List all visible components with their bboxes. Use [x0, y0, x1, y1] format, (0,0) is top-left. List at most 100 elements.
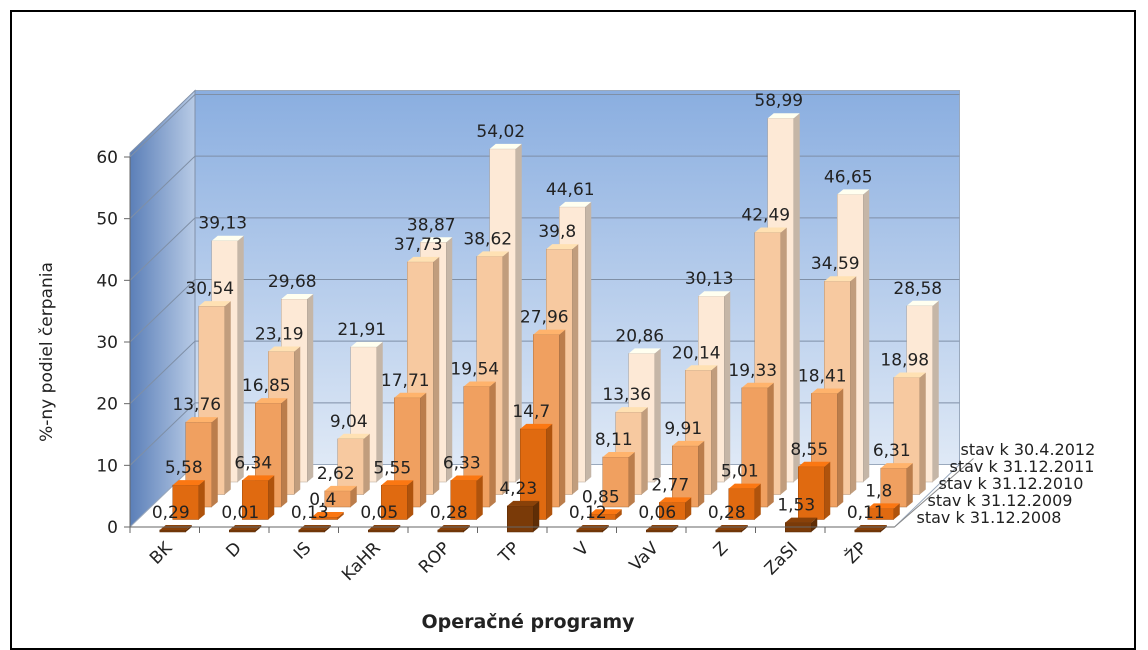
bar-side — [407, 480, 414, 520]
depth-series-label: stav k 31.12.2011 — [950, 457, 1095, 476]
bar-top — [741, 382, 774, 388]
bar-side — [654, 348, 661, 482]
data-label: 46,65 — [824, 167, 873, 187]
bar-front — [880, 467, 907, 508]
bar-top — [867, 503, 900, 509]
bar-front — [715, 529, 742, 533]
bar-top — [893, 372, 926, 378]
data-label: 44,61 — [546, 180, 595, 200]
bar — [602, 451, 635, 508]
bar-side — [268, 475, 275, 520]
bar-front — [368, 529, 395, 533]
bar-front — [602, 456, 629, 508]
bar-side — [559, 329, 566, 507]
bar-side — [724, 291, 731, 482]
x-axis-title: Operačné programy — [421, 611, 635, 632]
bar — [854, 525, 887, 533]
gridline — [129, 94, 960, 158]
bar-side — [376, 341, 383, 482]
bar — [880, 463, 913, 508]
bar-top — [281, 293, 314, 299]
bar — [589, 509, 622, 520]
bar-side — [628, 451, 635, 507]
gridline — [129, 217, 960, 281]
data-label: 28,58 — [893, 279, 942, 299]
bar-top — [350, 341, 383, 347]
bar-side — [350, 485, 357, 507]
bar-top — [268, 346, 301, 352]
data-label: 5,01 — [721, 462, 759, 482]
bar-top — [242, 475, 275, 481]
bar-side — [572, 244, 579, 495]
data-label: 18,98 — [880, 350, 929, 370]
bar-side — [489, 381, 496, 507]
y-tick-label: 60 — [96, 148, 118, 168]
data-label: 30,54 — [185, 279, 234, 299]
depth-series-label: stav k 31.12.2008 — [917, 508, 1062, 527]
bar-top — [880, 463, 913, 469]
bar-top — [811, 388, 844, 394]
bar-side — [533, 500, 540, 532]
data-label: 19,33 — [728, 361, 777, 381]
x-axis: BK D IS KaHR ROP TP V VaV Z ZaSI ŽP — [129, 526, 895, 585]
data-label: 13,76 — [172, 395, 221, 415]
bar-top — [798, 461, 831, 467]
data-label: 34,59 — [811, 254, 860, 274]
bar-front — [728, 488, 755, 520]
bar-top — [698, 291, 731, 297]
depth-series-label: stav k 31.12.2010 — [939, 474, 1084, 493]
data-label: 0,29 — [152, 503, 190, 523]
bar-top — [324, 485, 357, 491]
bar-top — [785, 517, 818, 523]
bar-top — [489, 143, 522, 149]
bar-side — [698, 440, 705, 507]
bar-top — [198, 301, 231, 307]
bar-top — [533, 329, 566, 335]
bar — [437, 525, 470, 533]
bar-top — [337, 433, 370, 439]
data-label: 38,62 — [463, 229, 512, 249]
data-label: 9,91 — [664, 419, 702, 439]
bar-side — [767, 382, 774, 507]
data-label: 38,87 — [407, 215, 456, 235]
bar-top — [172, 480, 205, 486]
data-label: 54,02 — [476, 122, 525, 142]
bar-side — [476, 475, 483, 520]
bar-side — [237, 235, 244, 482]
bar-side — [294, 346, 301, 495]
bar — [242, 475, 275, 520]
data-label: 9,04 — [330, 412, 368, 432]
bar — [337, 433, 370, 495]
data-label: 4,23 — [499, 479, 537, 499]
bar-top — [311, 512, 344, 518]
bar — [229, 525, 262, 533]
bar-side — [932, 300, 939, 482]
bar-top — [381, 480, 414, 486]
bar — [672, 440, 705, 508]
y-tick-label: 0 — [107, 518, 118, 538]
bar-side — [919, 372, 926, 495]
bar-side — [615, 509, 622, 520]
x-tick-label: TP — [494, 538, 523, 567]
bar-top — [420, 237, 453, 243]
x-tick-label: D — [222, 538, 245, 561]
bar — [728, 483, 761, 520]
bar-top — [659, 497, 692, 503]
bar-top — [450, 475, 483, 481]
bar-top — [463, 381, 496, 387]
bar — [368, 525, 401, 533]
bar-side — [906, 463, 913, 507]
bar — [659, 497, 692, 520]
data-label: 20,14 — [672, 343, 721, 363]
bar — [324, 485, 357, 508]
bar-front — [672, 445, 699, 508]
x-tick-label: IS — [290, 538, 315, 563]
bar-top — [824, 276, 857, 282]
data-label: 39,8 — [538, 222, 576, 242]
bar-top — [615, 407, 648, 413]
bar-top — [906, 300, 939, 306]
bar-side — [211, 417, 218, 507]
bar-top — [394, 392, 427, 398]
bar-front — [242, 480, 269, 520]
